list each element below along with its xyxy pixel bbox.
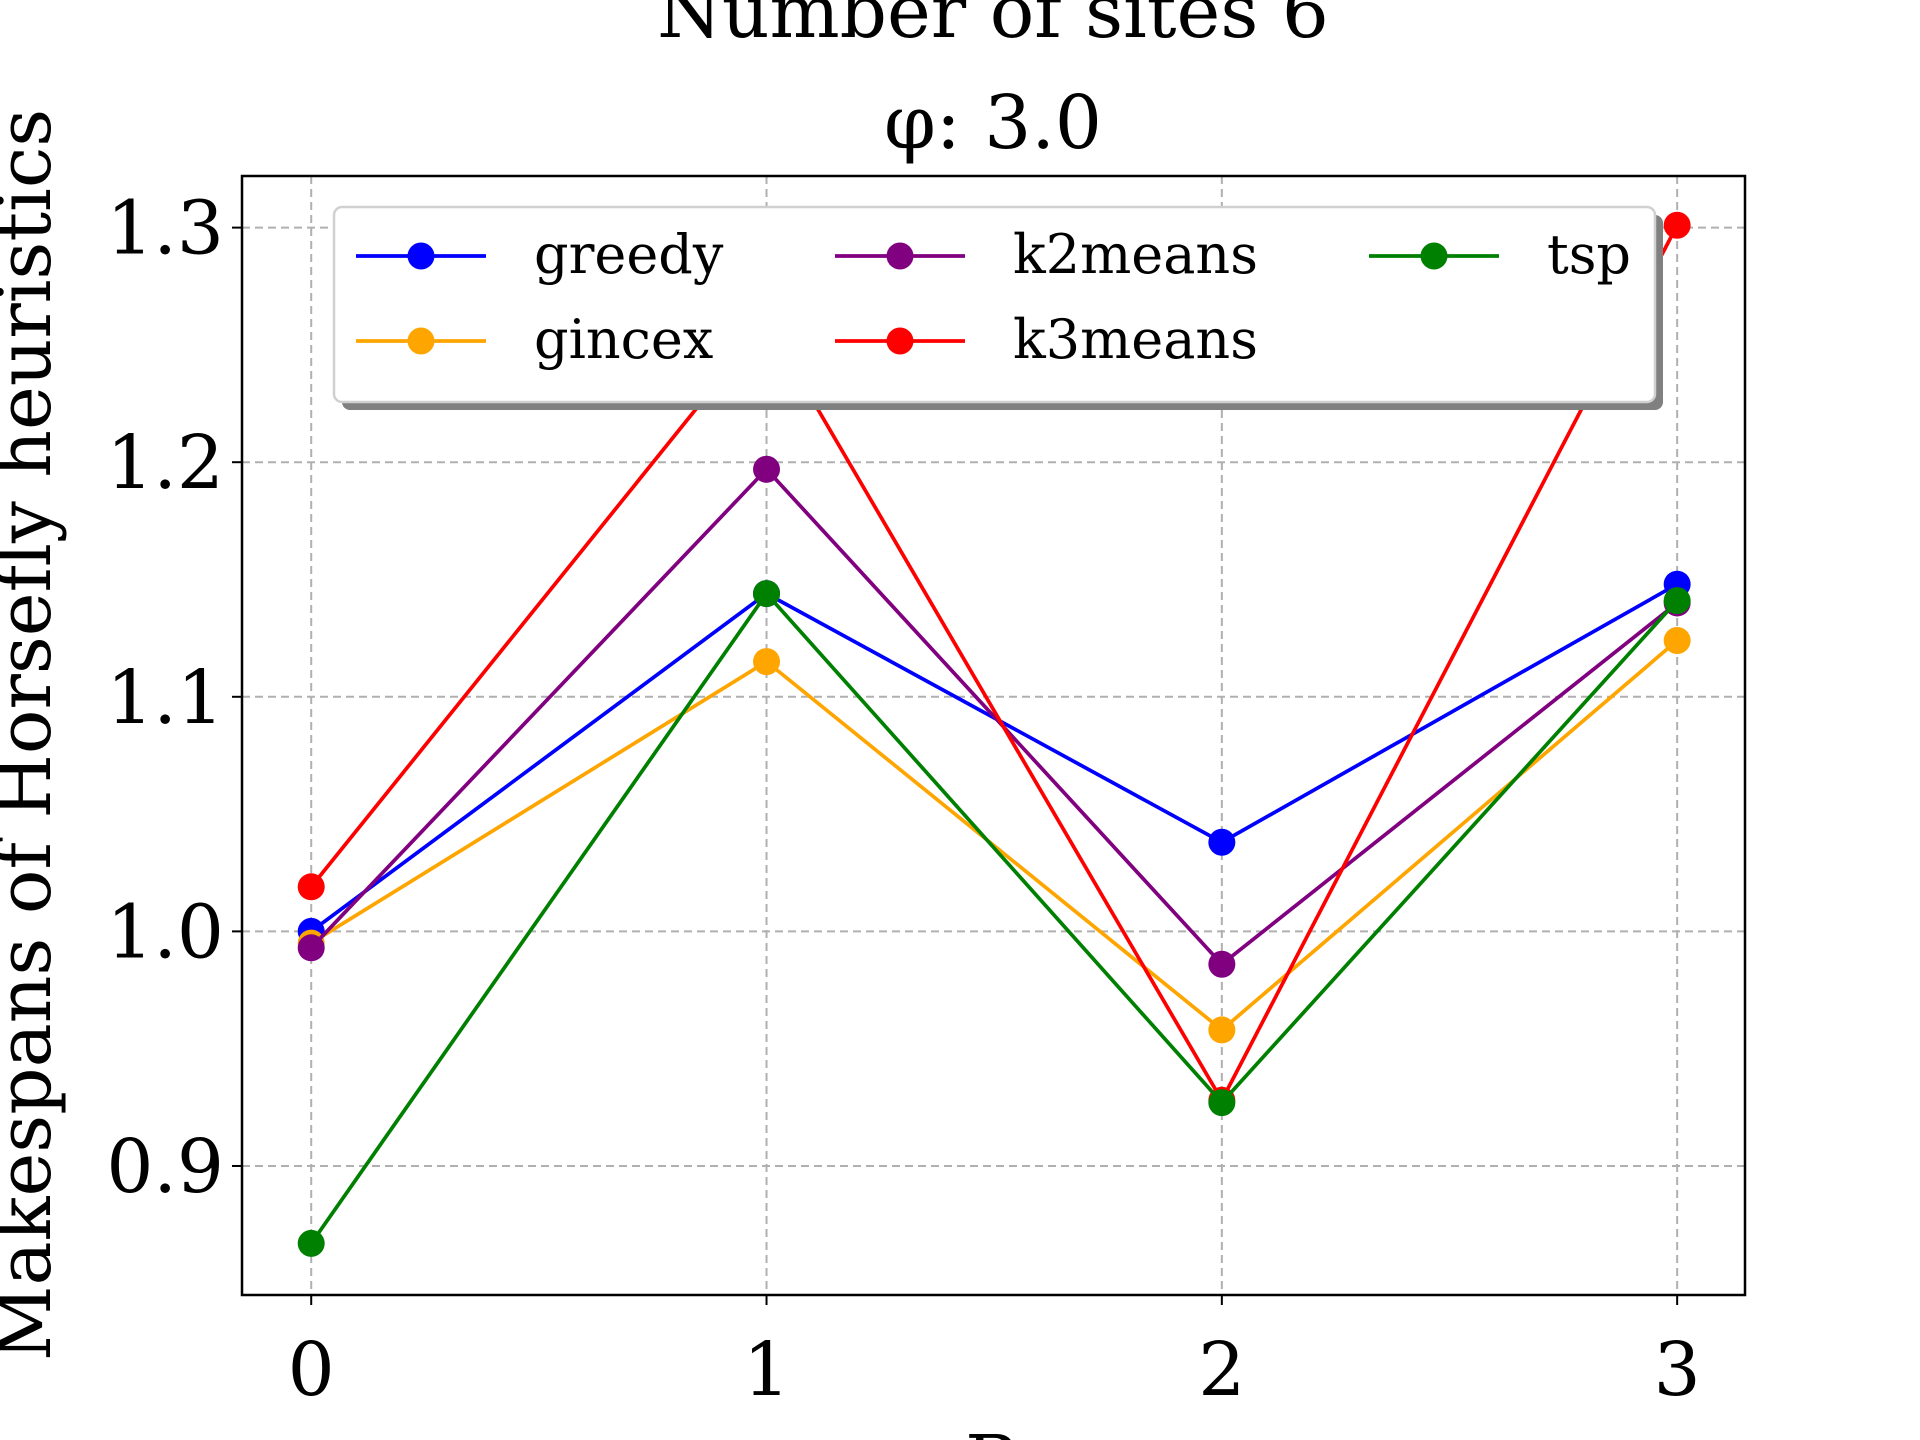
series-line	[309, 590, 1679, 1245]
data-point	[1663, 626, 1691, 654]
x-axis-label: R	[965, 1420, 1023, 1440]
data-point	[297, 934, 325, 962]
data-point	[1663, 211, 1691, 239]
y-tick-label: 0.9	[106, 1124, 224, 1210]
x-tick-label: 0	[288, 1327, 335, 1413]
data-point	[297, 873, 325, 901]
y-axis-label: Makespans of Horsefly heuristics	[0, 109, 68, 1361]
legend-marker	[407, 242, 435, 270]
legend-label: gincex	[534, 308, 713, 371]
series-line	[309, 466, 1679, 967]
grid: 0.9 1.0 1.1 1.2 1.3 0 1 2 3	[106, 176, 1745, 1413]
axes-frame	[240, 174, 1747, 1297]
series-line	[309, 224, 1679, 1105]
data-point	[753, 580, 781, 608]
legend-marker	[886, 242, 914, 270]
x-tick-label: 3	[1654, 1327, 1701, 1413]
legend-box	[332, 205, 1657, 404]
legend: greedy gincex k2means k3means tsp	[332, 205, 1663, 410]
data-point	[1663, 587, 1691, 615]
y-tick-label: 1.1	[106, 655, 224, 741]
plot-area	[297, 211, 1691, 1257]
data-point	[1208, 950, 1236, 978]
y-tick-label: 1.2	[106, 420, 224, 506]
x-tick-label: 2	[1198, 1327, 1245, 1413]
legend-label: k2means	[1013, 223, 1258, 286]
legend-label: tsp	[1547, 223, 1631, 286]
chart-title: Number of sites 6	[657, 0, 1329, 55]
data-point	[1208, 828, 1236, 856]
data-point	[1208, 1016, 1236, 1044]
data-point	[753, 455, 781, 483]
legend-marker	[886, 327, 914, 355]
legend-marker	[407, 327, 435, 355]
data-point	[1208, 1089, 1236, 1117]
series-line	[310, 582, 1679, 933]
y-tick-label: 1.0	[106, 889, 224, 975]
x-tick-label: 1	[743, 1327, 790, 1413]
legend-marker	[1420, 242, 1448, 270]
data-point	[297, 1229, 325, 1257]
y-tick-label: 1.3	[106, 186, 224, 272]
chart-subtitle: φ: 3.0	[884, 80, 1102, 166]
data-point	[753, 648, 781, 676]
legend-label: greedy	[534, 223, 724, 286]
legend-label: k3means	[1013, 308, 1258, 371]
